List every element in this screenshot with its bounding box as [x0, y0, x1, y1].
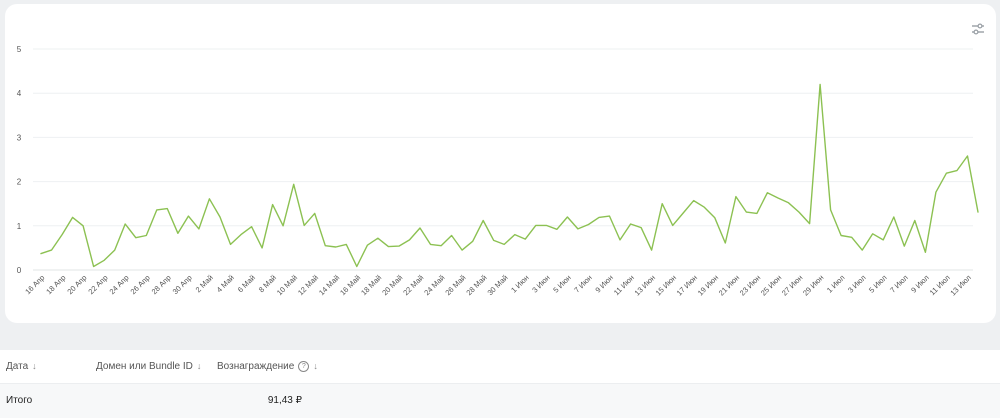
- x-tick-label: 16 Апр: [23, 273, 46, 296]
- x-tick-label: 7 Июл: [888, 273, 910, 295]
- x-tick-label: 20 Май: [380, 273, 404, 297]
- column-header-date[interactable]: Дата ↓: [6, 350, 37, 383]
- x-tick-label: 7 Июн: [572, 273, 594, 295]
- sort-arrow-icon: ↓: [32, 361, 37, 371]
- x-tick-label: 18 Апр: [44, 273, 67, 296]
- x-tick-label: 6 Май: [236, 273, 257, 294]
- y-tick-label: 3: [17, 133, 22, 142]
- x-tick-label: 19 Июн: [696, 273, 720, 297]
- series-line: [40, 83, 979, 268]
- x-tick-label: 27 Июн: [780, 273, 804, 297]
- x-tick-label: 26 Апр: [129, 273, 152, 296]
- sort-arrow-icon: ↓: [196, 361, 202, 371]
- x-tick-label: 24 Апр: [108, 273, 131, 296]
- y-tick-label: 1: [17, 222, 22, 231]
- column-header-date-label: Дата: [6, 361, 29, 372]
- x-tick-label: 20 Апр: [65, 273, 88, 296]
- x-tick-label: 1 Июн: [509, 273, 531, 295]
- table-total-row: Итого 91,43 ₽: [0, 384, 1000, 418]
- x-tick-label: 18 Май: [359, 273, 383, 297]
- x-tick-label: 24 Май: [422, 273, 446, 297]
- stats-table: Дата ↓ Домен или Bundle ID ↓ Вознагражде…: [0, 350, 1000, 418]
- column-header-domain[interactable]: Домен или Bundle ID ↓: [96, 350, 201, 383]
- chart-card: 0 1 2 3 4 5 16 Апр 18 Апр 20 Апр 22 Апр 24 Апр 26 А…: [5, 4, 996, 323]
- x-tick-label: 2 Май: [194, 273, 215, 294]
- x-tick-label: 22 Апр: [86, 273, 109, 296]
- x-tick-label: 22 Май: [401, 273, 425, 297]
- x-tick-label: 30 Май: [486, 273, 510, 297]
- x-tick-label: 14 Май: [317, 273, 341, 297]
- x-tick-label: 3 Июн: [530, 273, 552, 295]
- column-header-reward[interactable]: Вознаграждение ? ↓: [217, 350, 318, 383]
- x-tick-label: 15 Июн: [654, 273, 678, 297]
- x-tick-label: 30 Апр: [171, 273, 194, 296]
- x-tick-label: 4 Май: [215, 273, 236, 294]
- x-tick-label: 11 Июн: [612, 273, 636, 297]
- x-tick-label: 1 Июл: [825, 273, 847, 295]
- x-tick-label: 5 Июл: [867, 273, 889, 295]
- x-tick-label: 12 Май: [296, 273, 320, 297]
- sliders-icon[interactable]: [969, 20, 987, 38]
- x-tick-label: 28 Май: [464, 273, 488, 297]
- x-tick-label: 21 Июн: [717, 273, 741, 297]
- x-tick-label: 25 Июн: [759, 273, 783, 297]
- x-tick-label: 17 Июн: [675, 273, 699, 297]
- x-tick-label: 5 Июн: [551, 273, 573, 295]
- total-label: Итого: [6, 395, 33, 406]
- x-tick-label: 28 Апр: [150, 273, 173, 296]
- table-header: Дата ↓ Домен или Bundle ID ↓ Вознагражде…: [0, 350, 1000, 384]
- help-icon[interactable]: ?: [298, 361, 310, 372]
- x-tick-label: 29 Июн: [801, 273, 825, 297]
- x-tick-label: 11 Июл: [928, 273, 952, 297]
- y-tick-label: 0: [17, 266, 22, 275]
- x-tick-label: 10 Май: [275, 273, 299, 297]
- x-tick-label: 23 Июн: [738, 273, 762, 297]
- y-tick-label: 2: [17, 178, 22, 187]
- x-tick-label: 26 Май: [443, 273, 467, 297]
- x-tick-label: 16 Май: [338, 273, 362, 297]
- x-tick-label: 3 Июл: [846, 273, 868, 295]
- total-reward-value: 91,43 ₽: [267, 395, 302, 406]
- column-header-reward-label: Вознаграждение: [217, 361, 295, 372]
- y-tick-label: 5: [17, 45, 22, 54]
- x-tick-label: 13 Июн: [633, 273, 657, 297]
- sort-arrow-icon: ↓: [313, 361, 318, 371]
- x-tick-label: 13 Июл: [948, 273, 973, 298]
- column-header-domain-label: Домен или Bundle ID: [96, 361, 193, 372]
- y-tick-label: 4: [17, 89, 22, 98]
